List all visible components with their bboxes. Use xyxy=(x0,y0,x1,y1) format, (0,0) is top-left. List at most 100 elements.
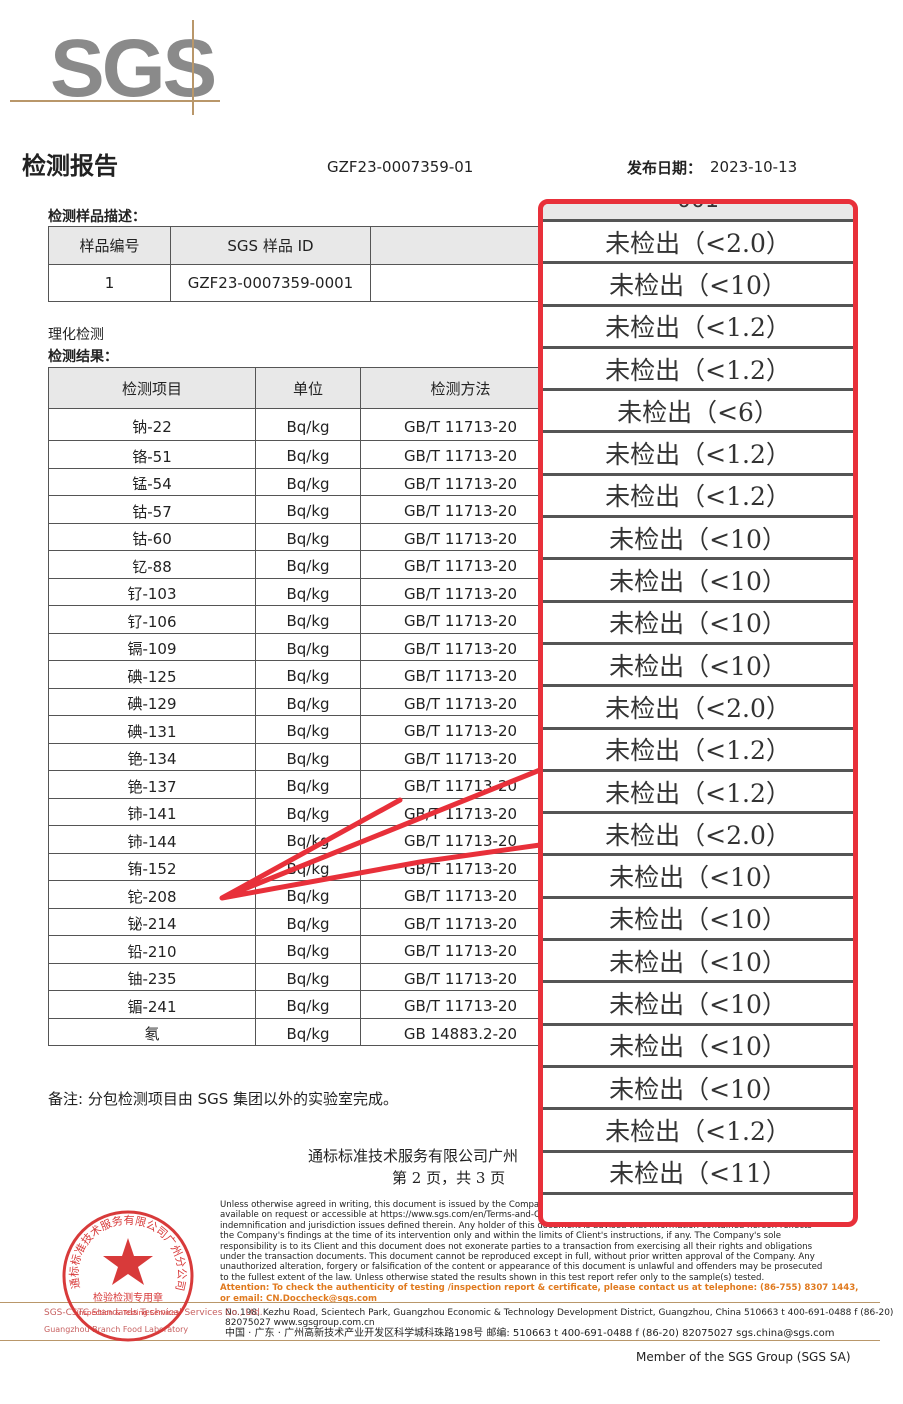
results-cell: Bq/kg xyxy=(255,408,361,441)
seal: 通标标准技术服务有限公司广州分公司 检验检测专用章 Inspection & T… xyxy=(62,1210,194,1342)
footer-rule xyxy=(0,1340,880,1341)
disclaimer-line: the Company's findings at the time of it… xyxy=(220,1231,782,1242)
disclaimer: Unless otherwise agreed in writing, this… xyxy=(220,1200,858,1304)
results-cell: GB/T 11713-20 xyxy=(360,742,561,771)
zoom-value: 未检出（<10） xyxy=(543,645,853,688)
results-cell: GB/T 11713-20 xyxy=(360,408,561,441)
results-label: 检测结果： xyxy=(48,349,118,365)
results-cell: GB/T 11713-20 xyxy=(360,880,561,909)
zoom-panel: 001 未检出（<2.0） 未检出（<10） 未检出（<1.2） 未检出（<1.2）未… xyxy=(538,199,858,1227)
disclaimer-line: available on request or accessible at ht… xyxy=(220,1210,769,1221)
company: 通标标准技术服务有限公司广州 xyxy=(308,1147,519,1165)
results-cell: GB/T 11713-20 xyxy=(360,522,561,551)
results-cell: GB/T 11713-20 xyxy=(360,632,561,661)
report-no: GZF23-0007359-01 xyxy=(327,158,474,176)
results-cell: GB/T 11713-20 xyxy=(360,440,561,469)
results-cell: GB/T 11713-20 xyxy=(360,825,561,854)
results-cell: GB/T 11713-20 xyxy=(360,605,561,634)
results-cell: Bq/kg xyxy=(255,467,361,496)
results-cell: Bq/kg xyxy=(255,880,361,909)
results-cell: GB/T 11713-20 xyxy=(360,495,561,524)
page-number: 第 2 页，共 3 页 xyxy=(392,1169,506,1187)
attention-line: or email: CN.Doccheck@sgs.com xyxy=(220,1293,377,1304)
results-cell: GB/T 11713-20 xyxy=(360,990,561,1019)
results-cell: Bq/kg xyxy=(255,687,361,716)
zoom-value: 未检出（<1.2） xyxy=(543,434,853,476)
results-cell: 碘-125 xyxy=(48,660,256,689)
sample-label: 检测样品描述： xyxy=(48,209,146,225)
zoom-value: 未检出（<1.2） xyxy=(543,349,853,392)
zoom-value: 未检出（<2.0） xyxy=(543,222,853,265)
zoom-value: 未检出（<10） xyxy=(543,264,853,307)
results-cell: GB/T 11713-20 xyxy=(360,660,561,689)
results-cell: Bq/kg xyxy=(255,825,361,854)
results-cell: Bq/kg xyxy=(255,577,361,606)
address-en: No.198, Kezhu Road, Scientech Park, Guan… xyxy=(225,1308,894,1328)
zoom-value: 未检出（<10） xyxy=(543,1026,853,1068)
disclaimer-line: responsibility is to its Client and this… xyxy=(220,1241,813,1252)
sample-header xyxy=(370,226,541,265)
results-header: 单位 xyxy=(255,367,361,409)
zoom-value: 未检出（<2.0） xyxy=(543,687,853,730)
zoom-value: 未检出（<10） xyxy=(543,983,853,1026)
logo-rule xyxy=(192,20,194,115)
title: 检测报告 xyxy=(22,152,118,180)
zoom-value: 未检出（<10） xyxy=(543,857,853,899)
sample-cell: GZF23-0007359-0001 xyxy=(170,264,371,302)
results-cell: 铯-134 xyxy=(48,742,256,771)
sample-cell: 1 xyxy=(48,264,171,302)
zoom-value: 未检出（<1.2） xyxy=(543,307,853,349)
results-cell: 铊-208 xyxy=(48,880,256,909)
zoom-value: 未检出（<1.2） xyxy=(543,476,853,519)
results-cell: Bq/kg xyxy=(255,935,361,964)
results-cell: Bq/kg xyxy=(255,962,361,991)
results-cell: GB/T 11713-20 xyxy=(360,715,561,744)
results-cell: 碘-131 xyxy=(48,715,256,744)
zoom-header: 001 xyxy=(543,204,853,222)
results-cell: Bq/kg xyxy=(255,495,361,524)
results-cell: 钴-60 xyxy=(48,522,256,551)
logo-rule xyxy=(10,100,220,102)
results-cell: 氡 xyxy=(48,1017,256,1046)
member: Member of the SGS Group (SGS SA) xyxy=(636,1350,851,1364)
results-cell: Bq/kg xyxy=(255,907,361,936)
results-cell: 钴-57 xyxy=(48,495,256,524)
zoom-value: 未检出（<10） xyxy=(543,899,853,942)
zoom-value: 未检出（<1.2） xyxy=(543,730,853,772)
results-cell: 钇-88 xyxy=(48,550,256,579)
results-cell: GB/T 11713-20 xyxy=(360,907,561,936)
results-cell: 铬-51 xyxy=(48,440,256,469)
results-cell: 钌-103 xyxy=(48,577,256,606)
disclaimer-line: under the transaction documents. This do… xyxy=(220,1252,815,1263)
results-cell: GB/T 11713-20 xyxy=(360,550,561,579)
results-cell: Bq/kg xyxy=(255,715,361,744)
results-header: 检测方法 xyxy=(360,367,561,409)
results-cell: 镉-109 xyxy=(48,632,256,661)
results-cell: Bq/kg xyxy=(255,660,361,689)
results-cell: Bq/kg xyxy=(255,440,361,469)
results-cell: Bq/kg xyxy=(255,990,361,1019)
zoom-value: 未检出（<10） xyxy=(543,941,853,984)
results-cell: 锰-54 xyxy=(48,467,256,496)
results-cell: GB/T 11713-20 xyxy=(360,687,561,716)
zoom-value: 未检出（<10） xyxy=(543,1068,853,1111)
remark: 备注: 分包检测项目由 SGS 集团以外的实验室完成。 xyxy=(48,1090,399,1108)
date: 2023-10-13 xyxy=(710,158,798,176)
zoom-value: 未检出（<10） xyxy=(543,560,853,603)
results-cell: GB/T 11713-20 xyxy=(360,935,561,964)
results-cell: 铅-210 xyxy=(48,935,256,964)
sample-cell xyxy=(370,264,541,302)
seal-star xyxy=(103,1238,153,1285)
results-cell: 钠-22 xyxy=(48,408,256,441)
results-cell: 铈-144 xyxy=(48,825,256,854)
results-cell: 钌-106 xyxy=(48,605,256,634)
zoom-value: 未检出（<10） xyxy=(543,603,853,645)
results-cell: GB/T 11713-20 xyxy=(360,962,561,991)
results-cell: Bq/kg xyxy=(255,1017,361,1046)
results-cell: 镅-241 xyxy=(48,990,256,1019)
results-cell: Bq/kg xyxy=(255,852,361,881)
results-cell: 铋-214 xyxy=(48,907,256,936)
address-cn: 中国 · 广东 · 广州高新技术产业开发区科学城科珠路198号 邮编: 5106… xyxy=(225,1328,835,1339)
seal-ring xyxy=(62,1210,194,1342)
zoom-value: 未检出（<2.0） xyxy=(543,814,853,857)
